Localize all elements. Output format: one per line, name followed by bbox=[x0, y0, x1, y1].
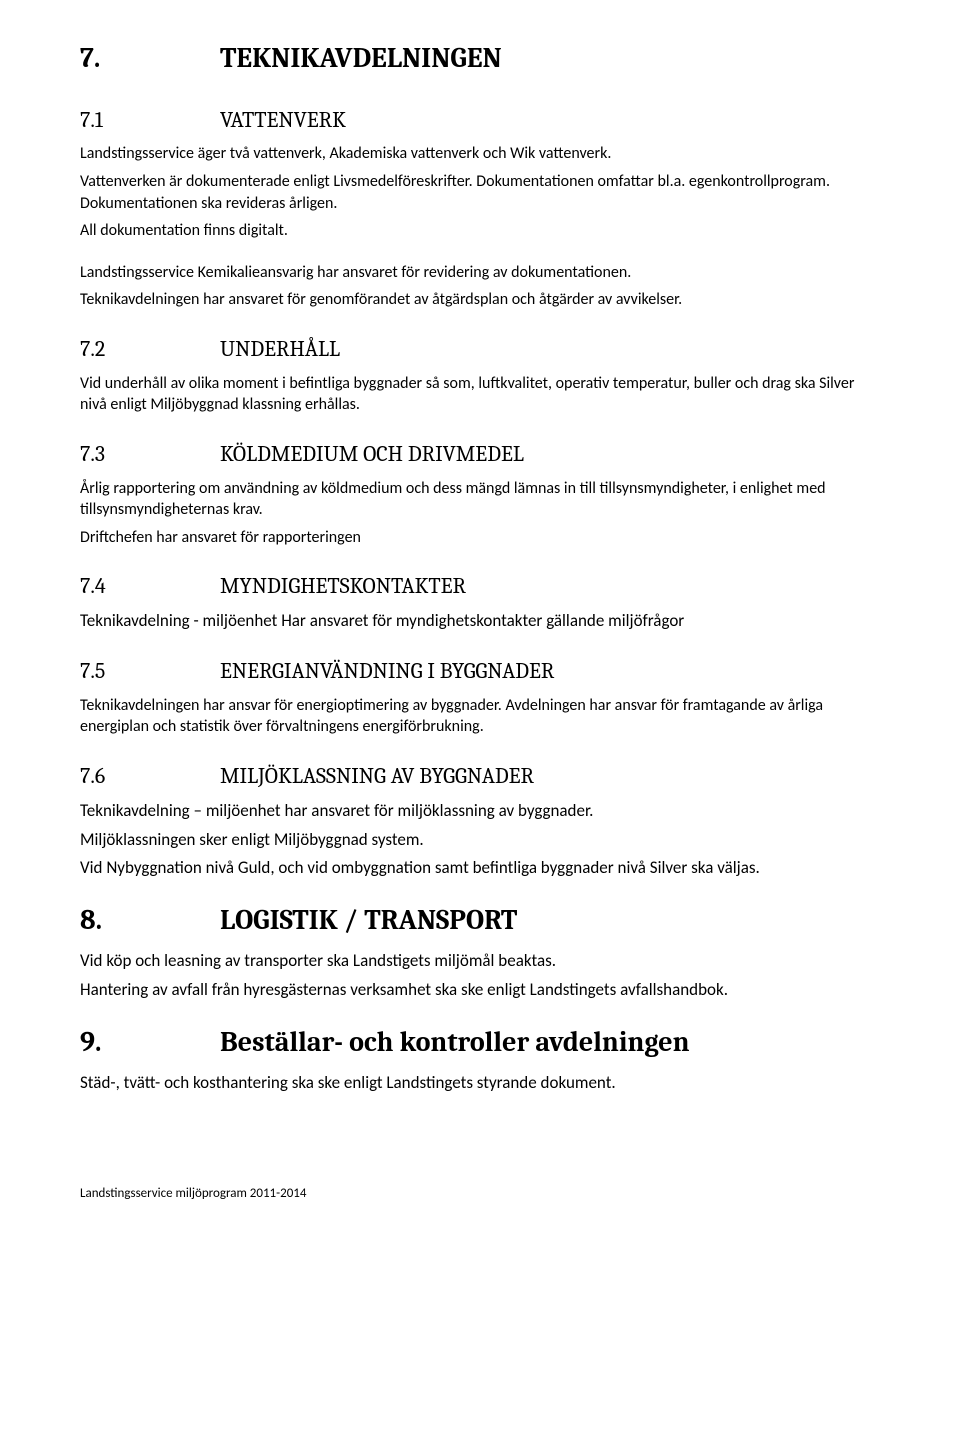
heading-7-3-title: KÖLDMEDIUM OCH DRIVMEDEL bbox=[220, 441, 524, 467]
heading-7-6-title: MILJÖKLASSNING AV BYGGNADER bbox=[220, 763, 534, 789]
paragraph: Vattenverken är dokumenterade enligt Liv… bbox=[80, 171, 880, 214]
paragraph: Hantering av avfall från hyresgästernas … bbox=[80, 979, 880, 1002]
heading-7: 7.TEKNIKAVDELNINGEN bbox=[80, 40, 880, 78]
heading-8-title: LOGISTIK / TRANSPORT bbox=[220, 904, 517, 936]
paragraph: Driftchefen har ansvaret för rapporterin… bbox=[80, 527, 880, 549]
heading-7-2-number: 7.2 bbox=[80, 335, 220, 365]
heading-7-1-number: 7.1 bbox=[80, 106, 220, 136]
heading-7-number: 7. bbox=[80, 40, 220, 78]
heading-9-title: Beställar- och kontroller avdelningen bbox=[220, 1026, 690, 1058]
paragraph: Vid Nybyggnation nivå Guld, och vid omby… bbox=[80, 857, 880, 880]
heading-7-2: 7.2UNDERHÅLL bbox=[80, 335, 880, 365]
heading-9: 9.Beställar- och kontroller avdelningen bbox=[80, 1024, 880, 1062]
paragraph: Landstingsservice Kemikalieansvarig har … bbox=[80, 262, 880, 284]
heading-9-number: 9. bbox=[80, 1024, 220, 1062]
paragraph: Teknikavdelningen har ansvaret för genom… bbox=[80, 289, 880, 311]
heading-7-2-title: UNDERHÅLL bbox=[220, 336, 340, 362]
heading-7-4-title: MYNDIGHETSKONTAKTER bbox=[220, 573, 466, 599]
heading-7-1-title: VATTENVERK bbox=[220, 107, 346, 133]
paragraph: Teknikavdelning - miljöenhet Har ansvare… bbox=[80, 610, 880, 633]
paragraph: All dokumentation finns digitalt. bbox=[80, 220, 880, 242]
footer-text: Landstingsservice miljöprogram 2011-2014 bbox=[80, 1185, 880, 1203]
heading-7-title: TEKNIKAVDELNINGEN bbox=[220, 42, 502, 74]
heading-7-3-number: 7.3 bbox=[80, 440, 220, 470]
paragraph: Miljöklassningen sker enligt Miljöbyggna… bbox=[80, 829, 880, 852]
heading-7-5-title: ENERGIANVÄNDNING I BYGGNADER bbox=[220, 658, 554, 684]
heading-7-4: 7.4MYNDIGHETSKONTAKTER bbox=[80, 572, 880, 602]
heading-7-6-number: 7.6 bbox=[80, 762, 220, 792]
heading-7-5: 7.5ENERGIANVÄNDNING I BYGGNADER bbox=[80, 657, 880, 687]
paragraph: Vid köp och leasning av transporter ska … bbox=[80, 950, 880, 973]
heading-8: 8.LOGISTIK / TRANSPORT bbox=[80, 902, 880, 940]
paragraph: Landstingsservice äger två vattenverk, A… bbox=[80, 143, 880, 165]
heading-8-number: 8. bbox=[80, 902, 220, 940]
paragraph: Vid underhåll av olika moment i befintli… bbox=[80, 373, 880, 416]
paragraph: Teknikavdelning – miljöenhet har ansvare… bbox=[80, 800, 880, 823]
heading-7-6: 7.6MILJÖKLASSNING AV BYGGNADER bbox=[80, 762, 880, 792]
paragraph: Årlig rapportering om användning av köld… bbox=[80, 478, 880, 521]
heading-7-3: 7.3KÖLDMEDIUM OCH DRIVMEDEL bbox=[80, 440, 880, 470]
paragraph: Städ-, tvätt- och kosthantering ska ske … bbox=[80, 1072, 880, 1095]
paragraph: Teknikavdelningen har ansvar för energio… bbox=[80, 695, 880, 738]
heading-7-5-number: 7.5 bbox=[80, 657, 220, 687]
heading-7-1: 7.1VATTENVERK bbox=[80, 106, 880, 136]
heading-7-4-number: 7.4 bbox=[80, 572, 220, 602]
